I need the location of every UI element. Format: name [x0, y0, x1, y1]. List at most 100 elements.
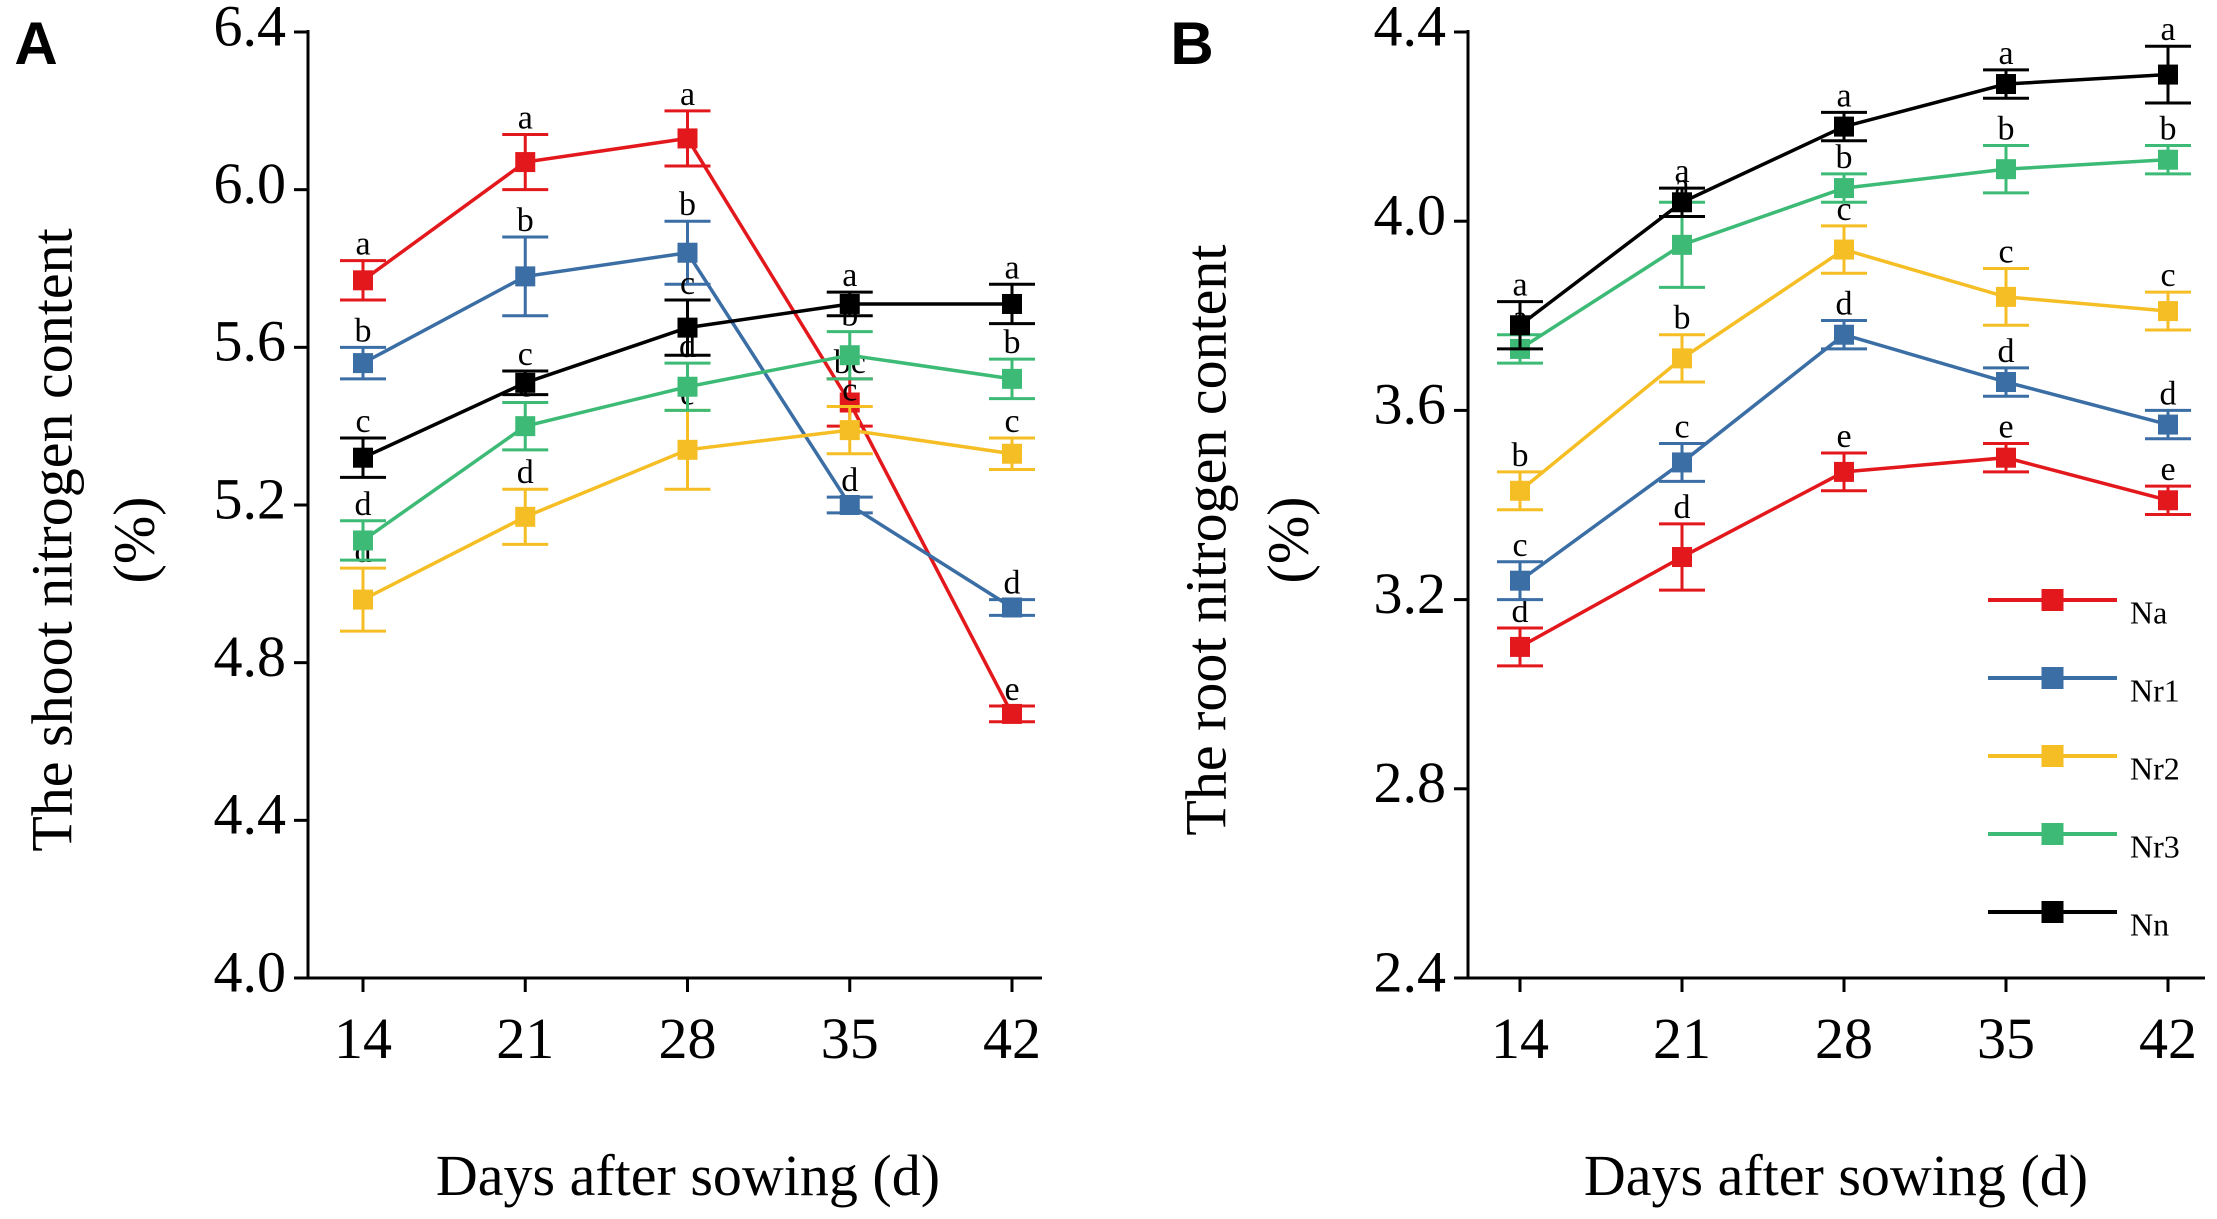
- data-point: [839, 293, 860, 314]
- legend-marker: [2041, 901, 2064, 923]
- data-point: [515, 506, 536, 527]
- data-point: [1834, 461, 1854, 482]
- x-tick-label: 21: [496, 1006, 554, 1071]
- significance-letter: b: [679, 186, 696, 223]
- significance-letter: c: [1512, 527, 1527, 564]
- data-point: [515, 152, 536, 173]
- significance-letter: b: [517, 202, 534, 239]
- significance-letter: a: [1998, 35, 2013, 72]
- significance-letter: a: [680, 76, 695, 113]
- y-tick-label: 3.6: [1374, 372, 1447, 437]
- data-point: [1510, 636, 1530, 657]
- significance-letter: e: [2160, 451, 2175, 488]
- data-point: [515, 416, 536, 437]
- data-point: [1510, 480, 1530, 501]
- panel-letter: B: [1170, 10, 1213, 77]
- data-point: [1834, 239, 1854, 260]
- significance-letter: a: [518, 99, 533, 136]
- data-point: [353, 270, 373, 291]
- legend-marker: [2041, 823, 2064, 845]
- series-nr1: b b b d d: [340, 186, 1035, 618]
- data-point: [677, 317, 698, 338]
- y-axis-unit: (%): [1255, 497, 1320, 584]
- significance-letter: b: [2160, 111, 2177, 148]
- significance-letter: d: [1836, 286, 1853, 323]
- legend-label: Na: [2130, 594, 2167, 630]
- x-axis-title: Days after sowing (d): [1584, 1143, 2088, 1208]
- y-tick-label: 4.0: [214, 939, 287, 1004]
- data-point: [515, 266, 536, 287]
- significance-letter: c: [2160, 257, 2175, 294]
- significance-letter: b: [1836, 139, 1853, 176]
- significance-letter: a: [355, 226, 370, 263]
- significance-letter: a: [1512, 267, 1527, 304]
- significance-letter: e: [1004, 671, 1019, 708]
- x-tick-label: 35: [1977, 1006, 2035, 1071]
- legend: Na Nr1 Nr2 Nr3 Nn: [1988, 589, 2180, 942]
- significance-letter: c: [680, 265, 695, 302]
- significance-letter: b: [1512, 437, 1529, 474]
- significance-letter: b: [1004, 324, 1021, 361]
- data-point: [1672, 192, 1692, 213]
- series-nr2: b b c c c: [1497, 191, 2191, 512]
- data-point: [1510, 570, 1530, 591]
- data-point: [1834, 116, 1854, 137]
- y-tick-label: 5.6: [214, 309, 287, 374]
- legend-label: Nr1: [2130, 672, 2180, 708]
- x-tick-label: 21: [1653, 1006, 1711, 1071]
- legend-marker: [2041, 589, 2064, 611]
- y-axis-unit: (%): [101, 497, 166, 584]
- data-point: [839, 345, 860, 366]
- y-tick-label: 6.0: [214, 151, 287, 216]
- significance-letter: a: [842, 257, 857, 294]
- data-point: [1672, 547, 1692, 568]
- significance-letter: d: [1004, 565, 1021, 602]
- series-nn: a a a a a: [1497, 11, 2191, 351]
- significance-letter: a: [1836, 77, 1851, 114]
- data-point: [1996, 74, 2016, 95]
- data-point: [677, 376, 698, 397]
- series-nn: c c c a a: [340, 249, 1035, 479]
- y-tick-label: 5.2: [214, 466, 287, 531]
- significance-letter: c: [842, 371, 857, 408]
- y-tick-label: 2.8: [1374, 750, 1447, 815]
- data-point: [1002, 703, 1022, 724]
- data-point: [1834, 324, 1854, 345]
- data-point: [1002, 368, 1022, 389]
- y-tick-label: 4.0: [1374, 183, 1447, 248]
- significance-letter: b: [355, 312, 372, 349]
- y-axis-title: The root nitrogen content: [1173, 244, 1238, 835]
- data-point: [1996, 447, 2016, 468]
- data-point: [1672, 348, 1692, 369]
- x-tick-label: 35: [821, 1006, 879, 1071]
- data-point: [1510, 315, 1530, 336]
- x-axis-title: Days after sowing (d): [436, 1143, 940, 1208]
- x-tick-label: 42: [2139, 1006, 2197, 1071]
- data-point: [677, 128, 698, 149]
- data-point: [1002, 293, 1022, 314]
- series-nr3: a a b b b: [1497, 111, 2191, 365]
- x-tick-label: 42: [983, 1006, 1041, 1071]
- panel-B: B 2.4 2.8 3.2 3.6 4.0 4.4 14 21 28 35 42 Days after …: [1170, 0, 2205, 1208]
- significance-letter: c: [518, 336, 533, 373]
- legend-label: Nn: [2130, 906, 2169, 942]
- data-point: [515, 372, 536, 393]
- significance-letter: d: [841, 462, 858, 499]
- significance-letter: d: [517, 454, 534, 491]
- legend-marker: [2041, 745, 2064, 767]
- y-tick-label: 6.4: [214, 0, 287, 58]
- y-tick-label: 4.4: [1374, 0, 1447, 58]
- panel-letter: A: [14, 10, 57, 77]
- data-point: [839, 420, 860, 441]
- x-tick-label: 28: [1815, 1006, 1873, 1071]
- x-tick-label: 28: [659, 1006, 717, 1071]
- significance-letter: d: [1998, 333, 2015, 370]
- y-tick-label: 4.8: [214, 624, 287, 689]
- series-na: d d e e e: [1497, 409, 2191, 668]
- significance-letter: c: [355, 403, 370, 440]
- significance-letter: b: [1998, 111, 2015, 148]
- significance-letter: c: [1674, 409, 1689, 446]
- significance-letter: b: [1674, 300, 1691, 337]
- significance-letter: e: [1836, 418, 1851, 455]
